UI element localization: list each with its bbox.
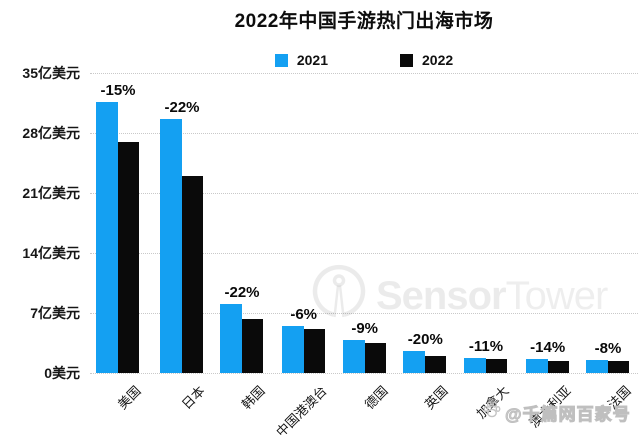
sensortower-watermark: SensorTower xyxy=(310,263,609,326)
bar-change-label: -6% xyxy=(290,305,318,323)
bar-2022-澳大利亚 xyxy=(547,361,569,373)
legend-item-2021: 2021 xyxy=(274,52,328,68)
bar-change-label: -8% xyxy=(594,340,622,358)
bar-2022-法国 xyxy=(608,361,629,373)
x-tick-label: 英国 xyxy=(422,383,452,413)
legend-swatch xyxy=(400,53,413,67)
legend-label: 2022 xyxy=(422,52,454,68)
y-tick-label: 14亿美元 xyxy=(22,245,80,261)
bar-2021-英国 xyxy=(403,350,426,373)
x-tick-label: 中国港澳台 xyxy=(272,383,330,436)
brand-bold-text: Sensor xyxy=(376,273,507,318)
bar-change-label: -9% xyxy=(351,320,379,337)
y-tick-label: 0美元 xyxy=(44,365,80,381)
credit-watermark: @千篇网百家号 xyxy=(482,400,631,425)
bar-2022-德国 xyxy=(364,343,386,373)
bar-2021-澳大利亚 xyxy=(525,358,548,373)
x-tick-label: 德国 xyxy=(361,383,391,413)
gridline xyxy=(90,372,638,374)
paw-icon xyxy=(482,400,502,425)
gridline xyxy=(90,252,638,254)
plot-area: SensorTower -15% -22% -22% -6% -9% -20% -11% -1… xyxy=(90,72,638,374)
brand-light-text: Tower xyxy=(505,273,609,318)
x-tick-label: 美国 xyxy=(114,383,144,413)
bar-2021-中国港澳台 xyxy=(281,325,304,373)
bar-2021-美国 xyxy=(96,102,118,373)
bar-2021-德国 xyxy=(342,340,365,373)
credit-text: @千篇网百家号 xyxy=(505,405,631,425)
bar-2022-日本 xyxy=(182,175,203,373)
y-tick-label: 35亿美元 xyxy=(22,65,80,81)
bar-change-label: -20% xyxy=(407,330,443,348)
bar-change-label: -22% xyxy=(164,99,200,117)
bar-2022-中国港澳台 xyxy=(303,328,325,373)
sensortower-wordmark: SensorTower xyxy=(376,273,609,318)
bar-2022-英国 xyxy=(425,355,447,373)
bar-2022-美国 xyxy=(118,142,139,373)
gridline xyxy=(90,192,638,194)
gridline xyxy=(90,132,638,134)
legend-item-2022: 2022 xyxy=(400,52,453,68)
bar-2021-韩国 xyxy=(220,303,242,373)
bar-change-label: -14% xyxy=(530,338,566,356)
bar-2022-韩国 xyxy=(242,319,263,373)
bar-2021-法国 xyxy=(586,360,608,373)
legend-label: 2021 xyxy=(296,52,328,68)
chart-title: 2022年中国手游热门出海市场 xyxy=(234,11,494,32)
x-tick-label: 日本 xyxy=(178,383,208,413)
y-tick-label: 7亿美元 xyxy=(30,305,80,321)
bar-2021-加拿大 xyxy=(464,357,486,373)
y-tick-label: 21亿美元 xyxy=(22,185,80,201)
bar-change-label: -15% xyxy=(100,82,136,100)
gridline xyxy=(90,312,638,314)
y-tick-label: 28亿美元 xyxy=(22,125,80,141)
legend-swatch xyxy=(274,53,288,67)
bar-2022-加拿大 xyxy=(486,359,507,373)
legend: 2021 2022 xyxy=(90,52,638,68)
gridline xyxy=(90,72,638,74)
bar-change-label: -22% xyxy=(224,283,260,301)
x-tick-label: 韩国 xyxy=(238,383,268,413)
bar-change-label: -11% xyxy=(468,337,504,355)
bar-2021-日本 xyxy=(160,119,182,373)
